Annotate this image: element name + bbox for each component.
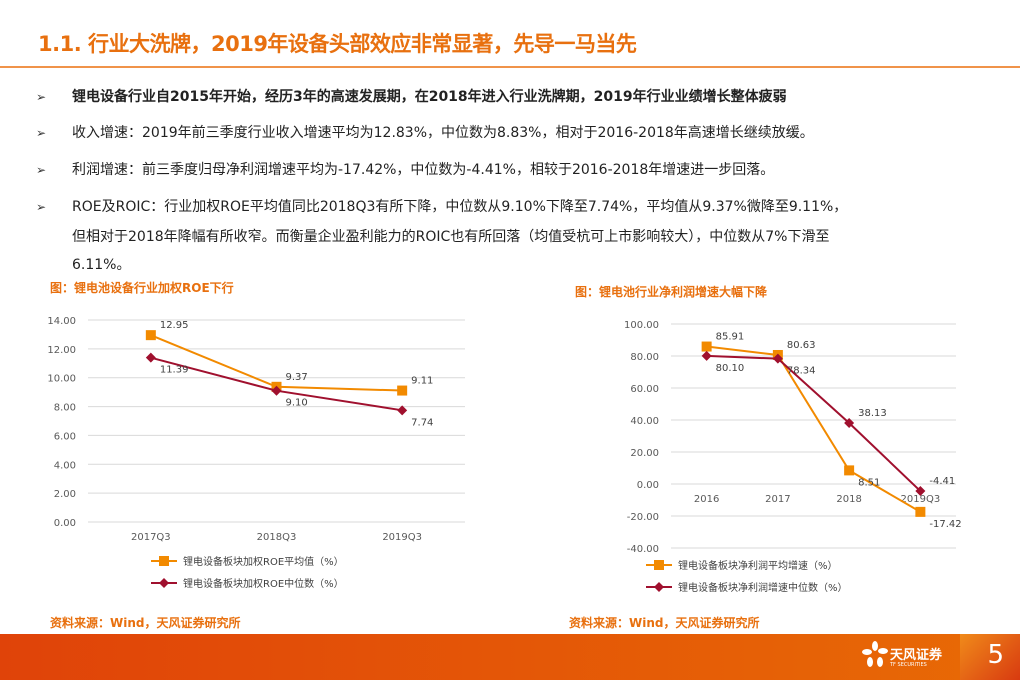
legend-label: 锂电设备板块加权ROE平均值（%） [183, 555, 344, 568]
data-point-square [915, 506, 926, 517]
data-point-square [701, 341, 712, 352]
y-tick-label: 40.00 [630, 416, 659, 427]
data-point-diamond [772, 353, 783, 364]
flower-logo-icon [862, 641, 888, 667]
y-tick-label: 4.00 [54, 460, 76, 471]
legend-marker [159, 578, 169, 588]
data-point-square [145, 330, 156, 341]
y-tick-label: 100.00 [624, 320, 659, 331]
legend-marker [654, 560, 664, 570]
y-tick-label: 2.00 [54, 489, 76, 500]
slide-title: 1.1. 行业大洗牌，2019年设备头部效应非常显著，先导一马当先 [38, 32, 637, 56]
series-line [706, 354, 922, 492]
data-point-diamond [145, 352, 156, 363]
data-label: 80.63 [787, 340, 816, 351]
footer-bar [0, 634, 1020, 680]
legend-label: 锂电设备板块净利润增速中位数（%） [678, 581, 848, 594]
chart-title-profit: 图：锂电池行业净利润增速大幅下降 [575, 285, 768, 299]
x-tick-label: 2018Q3 [257, 532, 297, 543]
data-point-diamond [915, 486, 926, 497]
data-point-diamond [397, 405, 408, 416]
data-point-diamond [701, 350, 712, 361]
roe-line-chart: 0.00 2.00 4.00 6.00 8.00 10.00 12.00 14.00 2017Q… [47, 316, 465, 590]
arrow-bullet-icon: ➢ [36, 126, 47, 140]
data-label: -17.42 [929, 519, 961, 530]
title-divider [0, 66, 1020, 68]
y-tick-label: 10.00 [47, 374, 76, 385]
company-logo: 天风证券 TF SECURITIES [862, 640, 942, 674]
y-tick-label: 8.00 [54, 403, 76, 414]
data-label: 9.10 [286, 398, 308, 409]
legend-label: 锂电设备板块加权ROE中位数（%） [183, 577, 344, 590]
data-label: 9.37 [286, 372, 308, 383]
y-tick-label: -40.00 [627, 544, 659, 555]
x-tick-label: 2019Q3 [901, 494, 941, 505]
arrow-bullet-icon: ➢ [36, 200, 47, 214]
x-tick-label: 2019Q3 [382, 532, 422, 543]
data-point-square [397, 385, 408, 396]
x-tick-label: 2018 [836, 494, 861, 505]
data-label: 12.95 [160, 320, 189, 331]
legend-marker [159, 556, 169, 566]
x-tick-label: 2017 [765, 494, 790, 505]
y-tick-label: 0.00 [637, 480, 659, 491]
x-tick-label: 2016 [694, 494, 719, 505]
chart-title-roe: 图：锂电池设备行业加权ROE下行 [50, 281, 234, 295]
data-label: -4.41 [929, 476, 955, 487]
data-point-diamond [844, 417, 855, 428]
source-note: 资料来源：Wind，天风证券研究所 [569, 616, 760, 630]
page-number-block [960, 634, 1020, 680]
y-tick-label: 0.00 [54, 518, 76, 529]
data-label: 80.10 [716, 363, 745, 374]
series-line [706, 345, 921, 513]
legend-marker [654, 582, 664, 592]
page-number: 5 [987, 640, 1004, 670]
legend-label: 锂电设备板块净利润平均增速（%） [678, 559, 838, 572]
x-tick-label: 2017Q3 [131, 532, 171, 543]
y-tick-label: 14.00 [47, 316, 76, 327]
data-label: 85.91 [716, 332, 745, 343]
data-point-diamond [271, 385, 282, 396]
y-tick-label: -20.00 [627, 512, 659, 523]
y-tick-label: 20.00 [630, 448, 659, 459]
y-tick-label: 6.00 [54, 431, 76, 442]
data-label: 11.39 [160, 365, 189, 376]
data-point-square [844, 465, 855, 476]
arrow-bullet-icon: ➢ [36, 163, 47, 177]
data-label: 7.74 [411, 417, 433, 428]
data-label: 9.11 [411, 376, 433, 387]
data-label: 8.51 [858, 477, 880, 488]
y-tick-label: 12.00 [47, 345, 76, 356]
data-label: 38.13 [858, 408, 887, 419]
source-note: 资料来源：Wind，天风证券研究所 [50, 616, 241, 630]
arrow-bullet-icon: ➢ [36, 90, 47, 104]
profit-growth-line-chart: -40.00 -20.00 0.00 20.00 40.00 60.00 80.00 100.… [624, 320, 962, 594]
y-tick-label: 80.00 [630, 352, 659, 363]
data-label: 78.34 [787, 366, 816, 377]
y-tick-label: 60.00 [630, 384, 659, 395]
